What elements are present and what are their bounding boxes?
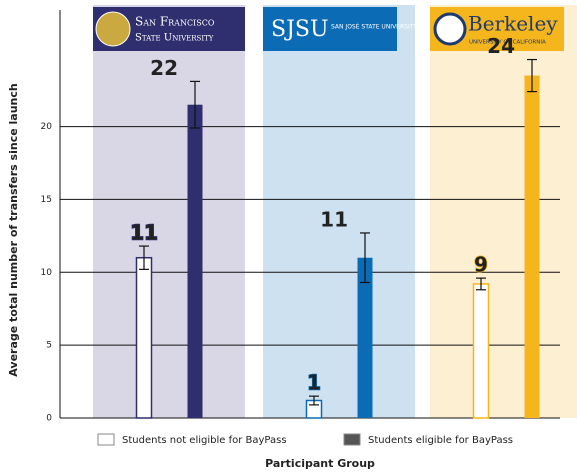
- error-bar: [139, 245, 149, 270]
- bar: [357, 257, 373, 418]
- x-axis-title: Participant Group: [265, 457, 375, 470]
- data-label: 24: [487, 34, 515, 58]
- category-sublabel: State University: [135, 33, 214, 44]
- error-bar: [309, 395, 319, 406]
- legend-label: Students not eligible for BayPass: [122, 435, 287, 446]
- y-tick-label: 15: [41, 195, 52, 205]
- y-tick-label: 10: [41, 268, 53, 278]
- error-bar: [360, 232, 370, 284]
- y-tick-label: 5: [46, 341, 52, 351]
- data-label: 11: [320, 207, 348, 231]
- category-sublabel: UNIVERSITY OF CALIFORNIA: [469, 40, 546, 46]
- group-panel: [263, 5, 415, 418]
- error-bar: [190, 80, 200, 129]
- data-label: 22: [150, 56, 178, 80]
- legend-swatch: [97, 433, 115, 446]
- logo-seal: [433, 12, 467, 46]
- bar: [135, 256, 153, 419]
- category-label: Berkeley: [468, 12, 558, 36]
- category-label: San Francisco: [135, 15, 215, 29]
- y-tick-label: 0: [46, 414, 52, 424]
- logo-box: [263, 7, 397, 51]
- bar: [524, 75, 540, 419]
- error-bar: [476, 277, 486, 291]
- legend-label: Students eligible for BayPass: [368, 435, 513, 446]
- data-label: 1: [307, 371, 321, 395]
- data-label: 9: [474, 253, 488, 277]
- group-panel: [430, 5, 577, 418]
- y-axis-title: Average total number of transfers since …: [7, 83, 20, 376]
- bar: [187, 104, 203, 418]
- category-label: SJSU: [271, 17, 329, 42]
- category-sublabel: SAN JOSÉ STATE UNIVERSITY: [331, 23, 417, 31]
- y-tick-label: 20: [41, 122, 53, 132]
- bar: [472, 283, 490, 419]
- logo-seal: [95, 11, 131, 47]
- group-panel: [93, 5, 245, 418]
- data-label: 11: [130, 221, 158, 245]
- error-bar: [527, 58, 537, 93]
- legend-swatch: [343, 433, 361, 446]
